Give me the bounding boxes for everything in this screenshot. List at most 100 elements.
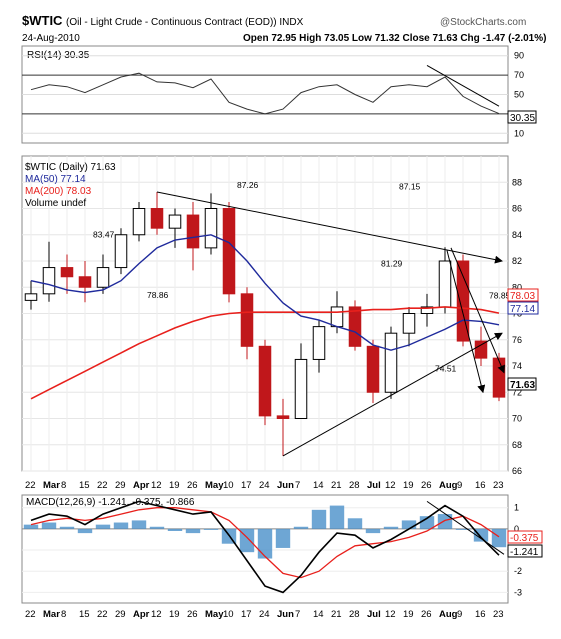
ma200-badge-text: 78.03: [510, 291, 535, 302]
x-tick-label: 17: [241, 609, 252, 620]
x-tick-label: 22: [25, 480, 36, 491]
macd-histogram-bar: [167, 528, 183, 531]
ma200-badge: [507, 288, 539, 302]
rsi-tick-label: 90: [514, 51, 524, 61]
trendline-upper: [156, 191, 503, 264]
price-annotation: 83.47: [93, 230, 115, 240]
candle-body: [114, 234, 128, 269]
x-tick-label: 26: [187, 609, 198, 620]
macd-histogram-bar: [203, 528, 219, 530]
x-tick-label: 29: [115, 480, 126, 491]
x-tick-label: 7: [295, 480, 300, 491]
x-tick-label: 16: [475, 480, 486, 491]
x-tick-label: 7: [295, 609, 300, 620]
x-tick-label: 10: [223, 480, 234, 491]
x-tick-label: 12: [385, 480, 396, 491]
macd-histogram-bar: [329, 505, 345, 529]
price-tick-label: 72: [512, 387, 522, 397]
legend-price: $WTIC (Daily) 71.63: [25, 162, 116, 173]
price-legend: $WTIC (Daily) 71.63 MA(50) 77.14 MA(200)…: [25, 162, 116, 209]
x-tick-label: 28: [349, 480, 360, 491]
price-annotation: 87.15: [399, 181, 421, 191]
rsi-last-badge: [507, 110, 537, 124]
candle-body: [168, 214, 182, 229]
x-tick-label: 9: [457, 609, 462, 620]
macd-signal-badge: [507, 530, 543, 544]
price-tick-label: 82: [512, 256, 522, 266]
candle-body: [42, 267, 56, 295]
macd-histogram-bar: [113, 522, 129, 529]
macd-histogram-bar: [275, 528, 291, 548]
x-tick-label: 23: [493, 480, 504, 491]
macd-trend-arrow: [426, 500, 505, 555]
symbol-description: (Oil - Light Crude - Continuous Contract…: [66, 17, 304, 28]
x-tick-label: 23: [493, 609, 504, 620]
macd-signal-line: [30, 507, 500, 579]
trend-arrow-down-2: [450, 247, 505, 374]
close-badge: [507, 377, 537, 391]
x-tick-label: 14: [313, 480, 324, 491]
candle-body: [330, 306, 344, 328]
price-tick-label: 76: [512, 335, 522, 345]
x-tick-label: Jul: [367, 480, 381, 491]
price-tick-label: 88: [512, 177, 522, 187]
macd-histogram-bar: [257, 528, 273, 559]
x-tick-label: 10: [223, 609, 234, 620]
x-tick-label: 12: [151, 609, 162, 620]
x-tick-label: Mar: [43, 480, 60, 491]
x-tick-label: 17: [241, 480, 252, 491]
x-tick-label: Mar: [43, 609, 60, 620]
candle-body: [78, 276, 92, 288]
macd-signal-badge-text: -0.375: [510, 533, 539, 544]
legend-ma200: MA(200) 78.03: [25, 186, 92, 197]
macd-line: [30, 500, 500, 594]
macd-histogram-bar: [41, 522, 57, 529]
trendlines: [156, 191, 505, 457]
x-tick-label: 19: [169, 480, 180, 491]
x-tick-label: 24: [259, 609, 270, 620]
macd-histogram-bar: [365, 528, 381, 534]
ma50-badge-text: 77.14: [510, 304, 535, 315]
macd-histogram-bar: [419, 516, 435, 529]
rsi-tick-label: 50: [514, 90, 524, 100]
x-tick-label: 19: [403, 609, 414, 620]
macd-histogram-bar: [185, 528, 201, 534]
price-tick-label: 84: [512, 230, 522, 240]
candle-body: [150, 208, 164, 229]
candle-body: [348, 306, 362, 347]
macd-layer: 10-1-2-3: [22, 500, 522, 597]
candle-body: [294, 358, 308, 419]
legend-ma50: MA(50) 77.14: [25, 174, 86, 185]
macd-histogram-bar: [131, 520, 147, 529]
macd-badge-text: -1.241: [510, 547, 539, 558]
x-tick-label: 26: [421, 480, 432, 491]
x-tick-label: Jun: [277, 480, 294, 491]
trendline-lower: [282, 332, 503, 457]
x-tick-label: 16: [475, 609, 486, 620]
x-tick-label: 22: [97, 609, 108, 620]
x-tick-label: 8: [61, 480, 66, 491]
candle-body: [420, 306, 434, 314]
x-tick-label: 12: [151, 480, 162, 491]
x-tick-label: 19: [403, 480, 414, 491]
candle-body: [402, 313, 416, 334]
rsi-tick-label: 70: [514, 70, 524, 80]
x-tick-label: May: [205, 480, 224, 491]
macd-histogram-bar: [95, 524, 111, 529]
symbol-title: $WTIC: [22, 13, 63, 28]
x-tick-label: 14: [313, 609, 324, 620]
macd-histogram-bar: [347, 518, 363, 529]
x-tick-label: 9: [457, 480, 462, 491]
price-tick-label: 68: [512, 440, 522, 450]
x-tick-label: Aug: [439, 480, 458, 491]
legend-volume: Volume undef: [25, 198, 86, 209]
candle-body: [24, 293, 38, 301]
x-tick-label: Jul: [367, 609, 381, 620]
x-tick-label: 22: [25, 609, 36, 620]
macd-tick-label: -3: [514, 587, 522, 597]
price-tick-label: 86: [512, 204, 522, 214]
x-tick-label: 21: [331, 609, 342, 620]
ma50-line: [30, 234, 500, 351]
candle-body: [240, 293, 254, 347]
candle-body: [60, 267, 74, 278]
